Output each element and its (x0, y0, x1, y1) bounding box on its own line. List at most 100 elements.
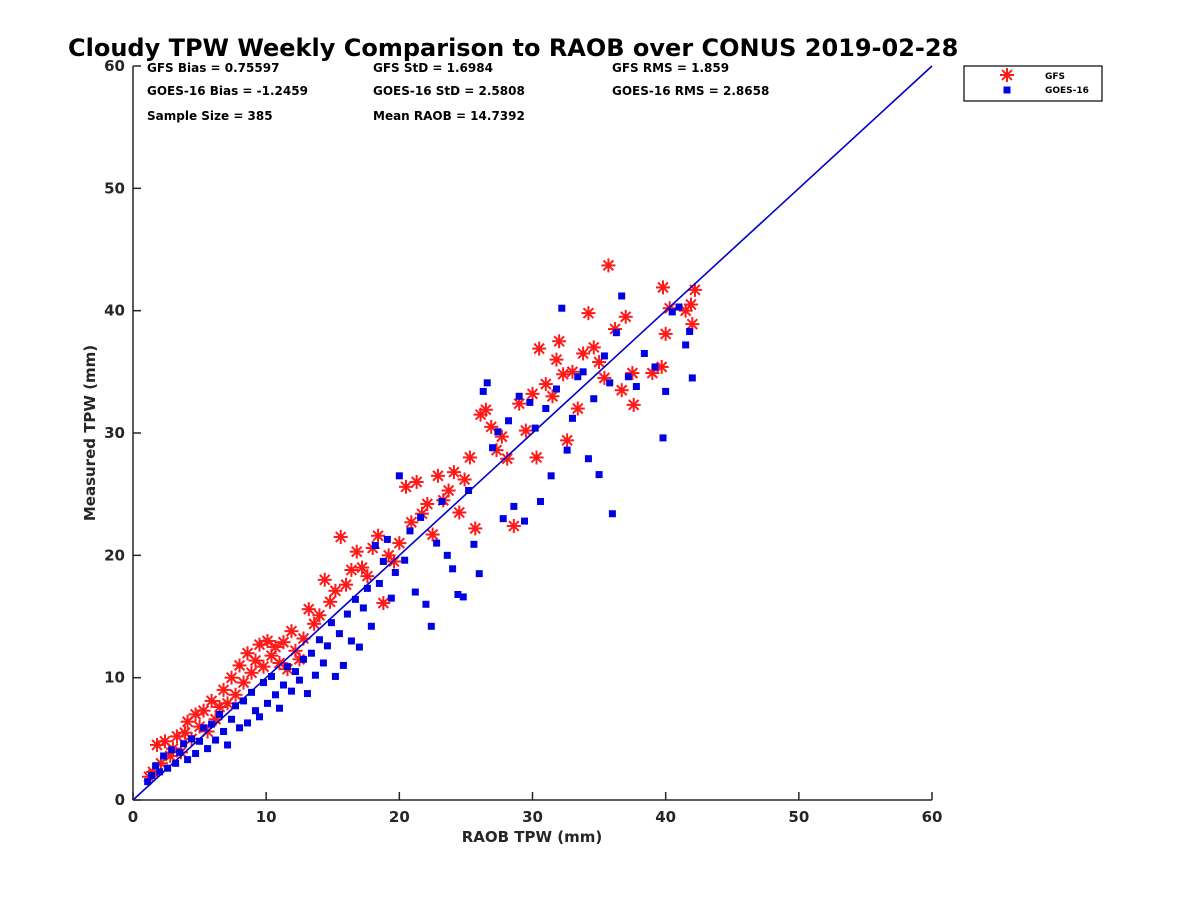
gfs-point (220, 696, 235, 711)
goes16-point (339, 661, 347, 669)
goes16-point (494, 428, 502, 436)
goes16-point (331, 672, 339, 680)
goes16-point (618, 292, 626, 300)
axes: 0 10 20 30 40 50 60 0 10 20 30 40 50 60 (104, 57, 942, 826)
goes16-point (515, 392, 523, 400)
gfs-point (323, 594, 338, 609)
gfs-point (529, 450, 544, 465)
gfs-point (204, 693, 219, 708)
goes16-point (574, 373, 582, 381)
gfs-point (276, 635, 291, 650)
gfs-point (404, 515, 419, 530)
gfs-point (268, 640, 283, 655)
gfs-point (601, 258, 616, 273)
legend-gfs-asterisk (1000, 68, 1014, 82)
goes16-point (271, 691, 279, 699)
goes16-point (395, 472, 403, 480)
gfs-point (301, 602, 316, 617)
gfs-point (658, 326, 673, 341)
gfs-point (349, 544, 364, 559)
stat-gfs-bias: GFS Bias = 0.75597 (147, 61, 279, 75)
goes16-point (590, 395, 598, 403)
gfs-point (244, 665, 259, 680)
goes16-point (662, 387, 670, 395)
y-tick-label: 50 (104, 179, 125, 197)
goes16-point (180, 740, 188, 748)
gfs-point (441, 483, 456, 498)
goes16-point (682, 341, 690, 349)
goes16-point (568, 414, 576, 422)
goes16-point (256, 713, 264, 721)
goes16-point (438, 498, 446, 506)
goes16-point (536, 498, 544, 506)
goes16-point (335, 630, 343, 638)
gfs-point (425, 527, 440, 542)
gfs-point (576, 346, 591, 361)
gfs-point (538, 377, 553, 392)
gfs-point (398, 479, 413, 494)
gfs-point (307, 616, 322, 631)
gfs-point (256, 659, 271, 674)
stat-sample-size: Sample Size = 385 (147, 109, 273, 123)
gfs-point (371, 528, 386, 543)
goes16-point (200, 724, 208, 732)
goes16-point (176, 748, 184, 756)
goes16-point (433, 539, 441, 547)
goes16-point (212, 736, 220, 744)
gfs-point (556, 367, 571, 382)
goes16-point (236, 724, 244, 732)
gfs-point (228, 687, 243, 702)
goes16-point (632, 383, 640, 391)
gfs-point (457, 472, 472, 487)
goes16-points (144, 292, 696, 786)
stat-goes-std: GOES-16 StD = 2.5808 (373, 84, 525, 98)
goes16-point (595, 471, 603, 479)
legend-goes16-label: GOES-16 (1045, 86, 1089, 96)
x-tick-label: 20 (389, 808, 410, 826)
legend-gfs-label: GFS (1045, 72, 1065, 82)
goes16-point (311, 671, 319, 679)
gfs-point (570, 401, 585, 416)
legend: GFS GOES-16 (963, 65, 1103, 102)
goes16-point (651, 363, 659, 371)
x-tick-label: 10 (256, 808, 277, 826)
gfs-point (317, 572, 332, 587)
gfs-point (618, 309, 633, 324)
goes16-point (363, 584, 371, 592)
legend-goes16-square (1003, 86, 1011, 94)
x-tick-label: 60 (922, 808, 943, 826)
x-tick-label: 50 (788, 808, 809, 826)
goes16-point (367, 622, 375, 630)
goes16-point (315, 636, 323, 644)
goes16-point (449, 565, 457, 573)
gfs-point (260, 633, 275, 648)
gfs-point (430, 468, 445, 483)
gfs-point (272, 655, 287, 670)
gfs-point (687, 282, 702, 297)
goes16-point (303, 690, 311, 698)
goes16-point (454, 590, 462, 598)
goes16-point (283, 663, 291, 671)
goes16-point (600, 352, 608, 360)
stat-mean-raob: Mean RAOB = 14.7392 (373, 109, 525, 123)
goes16-point (168, 746, 176, 754)
goes16-point (406, 527, 414, 535)
goes16-point (347, 637, 355, 645)
gfs-points (141, 258, 702, 784)
legend-box (963, 65, 1103, 102)
y-ticks: 0 10 20 30 40 50 60 (104, 57, 141, 809)
goes16-point (359, 604, 367, 612)
goes16-point (465, 486, 473, 494)
legend-goes16-marker (1003, 86, 1011, 94)
y-tick-label: 10 (104, 669, 125, 687)
gfs-point (614, 383, 629, 398)
gfs-point (545, 389, 560, 404)
stats-block: GFS Bias = 0.75597 GFS StD = 1.6984 GFS … (147, 61, 769, 123)
gfs-point (355, 560, 370, 575)
goes16-point (640, 349, 648, 357)
goes16-point (668, 308, 676, 316)
chart-title: Cloudy TPW Weekly Comparison to RAOB ove… (68, 34, 958, 62)
goes16-point (688, 374, 696, 382)
goes16-point (521, 517, 529, 525)
y-axis-label: Measured TPW (mm) (81, 345, 99, 521)
